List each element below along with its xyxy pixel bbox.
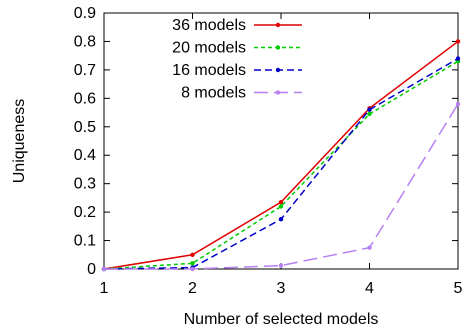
- axis-tick-labels: 0 0.1 0.2 0.3 0.4 0.5 0.6 0.7 0.8 0.9 1 2 3 4 5: [74, 5, 463, 297]
- data-point-16-models: [278, 217, 284, 222]
- data-point-20-models: [367, 111, 372, 117]
- legend-marker-20-models: [275, 45, 281, 50]
- y-tick-label: 0.7: [74, 62, 96, 79]
- data-point-8-models: [278, 263, 284, 268]
- x-tick-label: 2: [188, 280, 197, 297]
- legend-label-20-models: 20 models: [172, 40, 246, 57]
- legend-label-36-models: 36 models: [172, 17, 246, 34]
- y-tick-label: 0.1: [74, 233, 96, 250]
- x-tick-label: 1: [100, 280, 109, 297]
- data-point-8-models: [367, 245, 372, 250]
- data-point-20-models: [190, 261, 195, 266]
- plot-frame: [103, 12, 459, 270]
- data-point-8-models: [455, 101, 461, 107]
- x-axis-label: Number of selected models: [184, 311, 379, 328]
- legend-marker-8-models: [275, 90, 281, 95]
- legend-label-16-models: 16 models: [172, 62, 246, 79]
- y-tick-label: 0.2: [74, 204, 96, 221]
- x-tick-label: 4: [365, 280, 374, 297]
- data-point-36-models: [190, 252, 195, 257]
- series-line-20-models: [103, 60, 459, 270]
- y-tick-label: 0.9: [74, 5, 96, 22]
- data-point-36-models: [455, 39, 461, 44]
- y-tick-label: 0.6: [74, 90, 96, 107]
- legend-marker-16-models: [275, 67, 281, 73]
- data-point-16-models: [455, 56, 461, 61]
- series-lines: [101, 39, 461, 272]
- series-line-8-models: [104, 103, 459, 270]
- y-tick-label: 0.4: [74, 147, 96, 164]
- data-point-36-models: [278, 199, 284, 205]
- x-tick-label: 5: [454, 280, 463, 297]
- y-tick-label: 0.8: [74, 33, 96, 50]
- series-line-16-models: [103, 57, 459, 270]
- legend-marker-36-models: [275, 22, 281, 28]
- y-tick-label: 0: [87, 261, 96, 278]
- data-point-8-models: [101, 266, 107, 272]
- x-tick-label: 3: [277, 280, 286, 297]
- y-axis-label: Uniqueness: [11, 99, 28, 184]
- legend: 36 models 20 models 16 models 8 models: [172, 17, 302, 102]
- legend-label-8-models: 8 models: [181, 85, 246, 102]
- y-tick-label: 0.3: [74, 176, 96, 193]
- data-point-8-models: [190, 266, 195, 272]
- data-point-16-models: [367, 107, 372, 112]
- series-line-36-models: [103, 40, 459, 270]
- data-point-20-models: [278, 204, 284, 209]
- y-tick-label: 0.5: [74, 119, 96, 136]
- axis-ticks: [103, 12, 459, 270]
